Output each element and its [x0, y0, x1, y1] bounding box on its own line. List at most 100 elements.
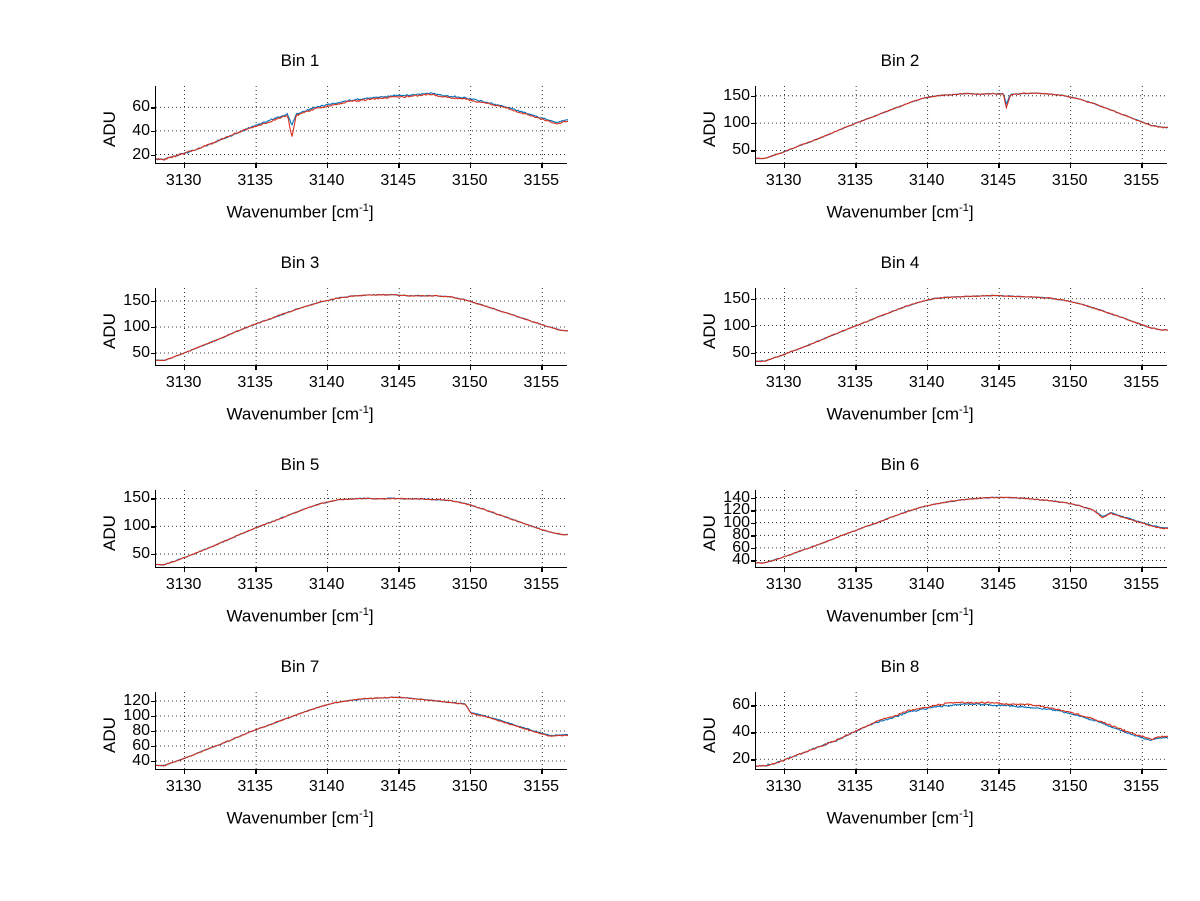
x-axis-tick-mark [255, 164, 257, 168]
plot-traces [756, 288, 1168, 366]
y-axis-tick-mark [151, 746, 155, 748]
trace-blue [156, 696, 568, 767]
y-axis-tick-mark [151, 107, 155, 109]
x-axis-label-exponent: -1 [959, 808, 969, 820]
y-axis-label: ADU [700, 111, 719, 147]
x-axis-tick-label: 3135 [237, 172, 273, 189]
x-axis-tick-label: 3145 [380, 576, 416, 593]
x-axis-tick-label: 3150 [451, 576, 488, 593]
panel-title: Bin 1 [280, 51, 320, 70]
x-axis-tick-label: 3150 [1051, 172, 1088, 189]
y-axis-tick-mark [151, 731, 155, 733]
x-axis-label: Wavenumber [cm-1] [600, 202, 1200, 223]
x-axis-tick-mark [855, 770, 857, 774]
x-axis-tick-mark [398, 164, 400, 168]
x-axis-label: Wavenumber [cm-1] [600, 606, 1200, 627]
x-axis-tick-mark [783, 164, 785, 168]
plot-traces [156, 490, 568, 568]
trace-red [156, 93, 568, 161]
x-axis-label-exponent: -1 [959, 606, 969, 618]
x-axis-tick-label: 3130 [765, 374, 802, 391]
x-axis-tick-mark [998, 366, 1000, 370]
x-axis-label: Wavenumber [cm-1] [0, 404, 600, 425]
trace-blue [756, 702, 1168, 767]
panel-title: Bin 2 [880, 51, 920, 70]
x-axis-label: Wavenumber [cm-1] [0, 808, 600, 829]
plot-axes [155, 288, 568, 366]
y-axis-tick-mark [151, 353, 155, 355]
x-axis-tick-label: 3140 [308, 374, 345, 391]
x-axis-label-suffix: ] [968, 202, 974, 222]
x-axis-tick-mark [326, 164, 329, 168]
y-axis-tick-mark [751, 547, 755, 550]
x-axis-tick-label: 3155 [1123, 374, 1160, 391]
x-axis-tick-mark [326, 770, 329, 774]
x-axis-label-prefix: Wavenumber [cm [826, 202, 960, 222]
y-axis-label: ADU [700, 717, 719, 753]
y-axis-tick-mark [151, 554, 155, 556]
x-axis-tick-label: 3135 [237, 778, 273, 795]
x-axis-tick-mark [469, 568, 472, 572]
x-axis-tick-mark [1069, 164, 1072, 168]
plot-axes [155, 490, 568, 568]
plot-panel-bin-2: Bin 2 50 100 150 3130 3135 3140 3145 3150 3155 ADU… [600, 45, 1200, 253]
x-axis-tick-label: 3150 [1051, 576, 1088, 593]
y-axis-label: ADU [100, 111, 119, 147]
x-axis-tick-mark [469, 770, 472, 774]
x-axis-tick-mark [183, 568, 185, 572]
y-axis-tick-label: 50 [132, 344, 150, 361]
x-axis-tick-label: 3155 [1123, 576, 1160, 593]
x-axis-label-prefix: Wavenumber [cm [826, 404, 960, 424]
trace-blue [756, 294, 1168, 363]
y-axis-tick-mark [151, 526, 155, 528]
x-axis-tick-mark [541, 366, 543, 370]
trace-red [756, 92, 1168, 160]
trace-red [756, 701, 1168, 768]
x-axis-tick-mark [783, 366, 785, 370]
y-axis-tick-mark [151, 130, 155, 133]
x-axis-tick-mark [926, 164, 929, 168]
x-axis-label-suffix: ] [368, 606, 374, 626]
x-axis-tick-label: 3155 [523, 172, 560, 189]
y-axis-tick-mark [751, 759, 755, 761]
x-axis-label-prefix: Wavenumber [cm [226, 606, 360, 626]
panel-title: Bin 7 [280, 657, 320, 676]
trace-blue [756, 496, 1168, 564]
x-axis-label: Wavenumber [cm-1] [0, 606, 600, 627]
plot-traces [156, 692, 568, 770]
x-axis-tick-mark [1141, 770, 1143, 774]
x-axis-tick-mark [326, 568, 329, 572]
x-axis-tick-mark [1069, 770, 1072, 774]
x-axis-tick-mark [998, 164, 1000, 168]
y-axis-tick-label: 40 [732, 723, 750, 741]
y-axis-tick-mark [751, 352, 755, 354]
plot-traces [756, 692, 1168, 770]
trace-red [756, 294, 1168, 363]
y-axis-tick-mark [151, 761, 155, 763]
y-axis-tick-label: 20 [132, 145, 150, 163]
trace-blue [156, 92, 568, 161]
x-axis-tick-mark [926, 366, 929, 370]
x-axis-label-exponent: -1 [359, 404, 369, 416]
y-axis-label: ADU [700, 515, 719, 551]
x-axis-tick-label: 3155 [523, 374, 560, 391]
y-axis-tick-mark [751, 560, 755, 562]
y-axis-tick-label: 80 [732, 526, 750, 544]
y-axis-tick-label: 100 [123, 517, 150, 535]
x-axis-tick-label: 3135 [237, 576, 273, 593]
x-axis-tick-mark [926, 770, 929, 774]
x-axis-tick-label: 3140 [908, 172, 945, 189]
x-axis-tick-label: 3145 [980, 576, 1016, 593]
trace-red [156, 696, 568, 767]
y-axis-tick-label: 40 [132, 752, 150, 769]
y-axis-tick-mark [151, 701, 155, 703]
y-axis-tick-label: 150 [723, 86, 750, 104]
y-axis-tick-label: 40 [132, 121, 150, 139]
y-axis-label: ADU [700, 313, 719, 349]
x-axis-tick-mark [855, 366, 857, 370]
y-axis-tick-label: 50 [732, 141, 750, 159]
x-axis-label: Wavenumber [cm-1] [600, 808, 1200, 829]
x-axis-tick-label: 3155 [1123, 778, 1160, 795]
x-axis-tick-label: 3145 [380, 374, 416, 391]
plot-panel-bin-4: Bin 4 50 100 150 3130 3135 3140 3145 3150 3155 ADU… [600, 247, 1200, 455]
